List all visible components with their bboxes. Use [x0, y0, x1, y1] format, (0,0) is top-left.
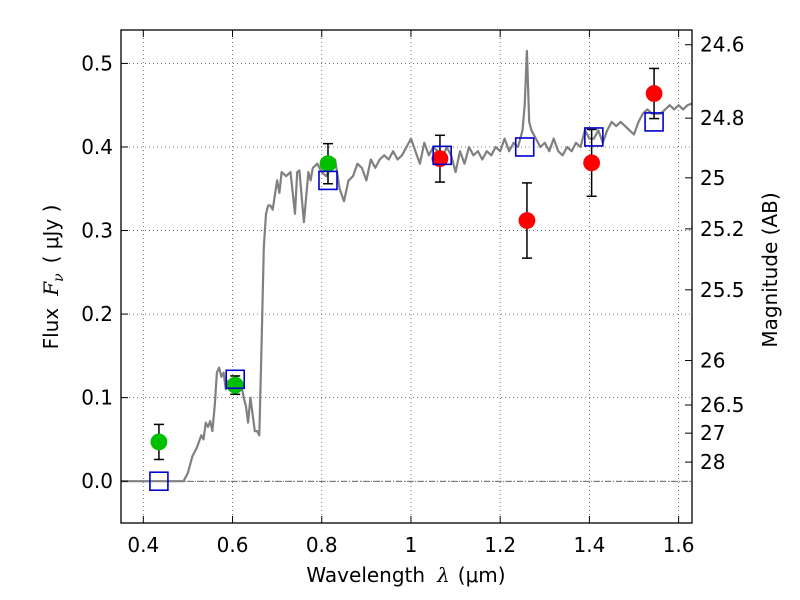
points-layer: [149, 67, 664, 492]
y-tick-label: 0.1: [81, 386, 113, 410]
mag-tick-label: 24.6: [700, 33, 745, 57]
x-tick-label: 1.2: [484, 533, 516, 557]
spectrum-layer: [121, 49, 692, 483]
model-photometry-marker: [514, 137, 535, 157]
x-tick-label: 1.6: [663, 533, 695, 557]
mag-tick-label: 25.5: [700, 278, 745, 302]
right-axis-title: Magnitude (AB): [758, 192, 782, 347]
x-tick-label: 0.4: [127, 533, 159, 557]
x-axis-unit: (μm): [458, 563, 506, 587]
model-photometry-marker: [584, 127, 604, 147]
spectrum-line: [121, 49, 692, 483]
data-point: [645, 85, 663, 102]
model-photometry-marker: [149, 471, 169, 492]
plot-frame: [120, 29, 693, 524]
y-axis-symbol: F: [39, 281, 63, 297]
data-point: [319, 155, 337, 173]
data-point: [518, 212, 536, 229]
model-photometry-marker: [318, 170, 338, 191]
model-photometry-marker: [225, 369, 245, 390]
mag-tick-label: 24.8: [700, 106, 745, 130]
x-tick-label: 0.6: [217, 533, 249, 557]
x-axis-symbol: λ: [436, 563, 450, 587]
x-tick-label: 0.8: [306, 533, 338, 557]
data-point: [583, 154, 601, 172]
ticks-layer: 0.4 0.6 0.8 1 1.2 1.4 1.6 0.0 0.1 0.2 0.3 0.4 0.5 24.…: [81, 30, 745, 557]
mag-tick-label: 26: [700, 348, 725, 372]
y-axis-title-text: Flux: [39, 308, 63, 350]
y-tick-label: 0.5: [81, 51, 113, 75]
x-tick-label: 1.4: [573, 533, 605, 557]
mag-tick-label: 25.2: [700, 217, 745, 241]
data-point: [226, 376, 244, 394]
model-photometry-marker: [432, 145, 452, 166]
data-point: [431, 150, 449, 168]
x-axis-title-text: Wavelength: [306, 563, 425, 587]
x-axis-title: Wavelength λ (μm): [306, 563, 505, 587]
mag-tick-label: 27: [700, 421, 725, 445]
x-tick-label: 1: [405, 533, 418, 557]
y-tick-label: 0.0: [81, 469, 113, 493]
y-axis-unit: ( μJy ): [39, 205, 63, 264]
y-axis-title: Flux Fν ( μJy ): [39, 205, 67, 350]
y-axis-subscript: ν: [51, 273, 67, 282]
mag-tick-label: 26.5: [700, 393, 745, 417]
model-photometry-marker: [644, 112, 664, 132]
y-tick-label: 0.3: [81, 219, 113, 243]
y-tick-label: 0.2: [81, 302, 113, 326]
mag-tick-label: 25: [700, 166, 725, 190]
y-tick-label: 0.4: [81, 135, 113, 159]
data-point: [150, 433, 168, 451]
mag-tick-label: 28: [700, 450, 725, 474]
